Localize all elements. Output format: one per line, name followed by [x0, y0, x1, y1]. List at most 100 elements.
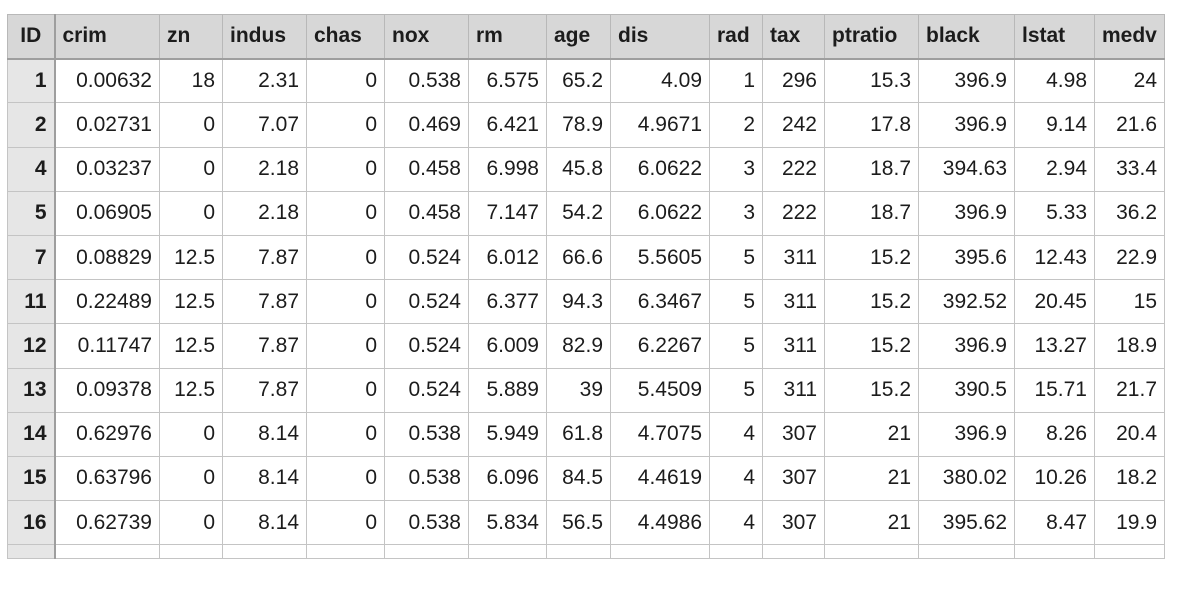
- table-cell-zn[interactable]: 0: [159, 190, 223, 236]
- table-cell-age[interactable]: 45.8: [546, 146, 611, 192]
- table-cell-indus[interactable]: 7.87: [222, 279, 307, 325]
- table-cell-lstat[interactable]: 5.33: [1014, 190, 1095, 236]
- table-cell-crim[interactable]: 0.03237: [54, 146, 160, 192]
- table-cell-zn[interactable]: 0: [159, 455, 223, 502]
- table-cell-zn[interactable]: 18: [159, 58, 223, 104]
- table-cell-ptratio[interactable]: 21: [824, 500, 919, 546]
- table-row[interactable]: 1 0.00632 18 2.31 0 0.538 6.575 65.2 4.09 1 296 15.…: [7, 58, 1165, 104]
- table-cell-ptratio[interactable]: 15.2: [824, 234, 919, 281]
- table-cell-crim[interactable]: 0.00632: [54, 58, 160, 104]
- table-cell-nox[interactable]: 0.458: [384, 146, 469, 192]
- table-cell-black[interactable]: 390.5: [918, 367, 1015, 413]
- row-id-cell[interactable]: 16: [7, 500, 56, 546]
- table-cell-medv[interactable]: 18.9: [1094, 323, 1165, 369]
- table-cell-nox[interactable]: 0.524: [384, 323, 469, 369]
- row-id-cell[interactable]: 11: [7, 279, 56, 325]
- table-cell-chas[interactable]: 0: [306, 411, 385, 457]
- table-row[interactable]: 16 0.62739 0 8.14 0 0.538 5.834 56.5 4.4986 4 307 2…: [7, 500, 1165, 546]
- table-cell-tax[interactable]: 311: [762, 367, 825, 413]
- table-cell-dis[interactable]: 6.2267: [610, 323, 710, 369]
- table-cell-nox[interactable]: 0.524: [384, 367, 469, 413]
- table-cell-black[interactable]: 380.02: [918, 455, 1015, 502]
- table-cell-nox[interactable]: 0.458: [384, 190, 469, 236]
- table-cell-lstat[interactable]: 20.45: [1014, 279, 1095, 325]
- table-cell-lstat[interactable]: 15.71: [1014, 367, 1095, 413]
- table-row[interactable]: 13 0.09378 12.5 7.87 0 0.524 5.889 39 5.4509 5 311…: [7, 367, 1165, 413]
- table-cell-rad[interactable]: 4: [709, 455, 763, 502]
- table-cell-tax[interactable]: 311: [762, 234, 825, 281]
- table-cell-rm[interactable]: 6.096: [468, 455, 547, 502]
- table-cell-black[interactable]: 396.9: [918, 190, 1015, 236]
- table-cell-black[interactable]: 392.52: [918, 279, 1015, 325]
- table-cell-ptratio[interactable]: 15.2: [824, 279, 919, 325]
- table-cell-age[interactable]: 84.5: [546, 455, 611, 502]
- table-cell-nox[interactable]: 0.538: [384, 411, 469, 457]
- table-cell-tax[interactable]: 307: [762, 411, 825, 457]
- table-cell-chas[interactable]: 0: [306, 234, 385, 281]
- table-cell-medv[interactable]: 20.4: [1094, 411, 1165, 457]
- table-cell-zn[interactable]: 0: [159, 146, 223, 192]
- table-cell-ptratio[interactable]: 21: [824, 411, 919, 457]
- table-cell-rad[interactable]: 2: [709, 102, 763, 148]
- table-cell-nox[interactable]: 0.538: [384, 500, 469, 546]
- table-cell-age[interactable]: 66.6: [546, 234, 611, 281]
- table-cell-tax[interactable]: 307: [762, 455, 825, 502]
- table-cell-rad[interactable]: 5: [709, 234, 763, 281]
- table-cell-lstat[interactable]: 13.27: [1014, 323, 1095, 369]
- table-cell-tax[interactable]: 311: [762, 279, 825, 325]
- table-cell-medv[interactable]: 21.6: [1094, 102, 1165, 148]
- table-cell-black[interactable]: 396.9: [918, 58, 1015, 104]
- table-cell-ptratio[interactable]: 15.2: [824, 323, 919, 369]
- table-cell-zn[interactable]: 12.5: [159, 279, 223, 325]
- table-cell-ptratio[interactable]: 15.3: [824, 58, 919, 104]
- table-cell-rm[interactable]: 6.421: [468, 102, 547, 148]
- table-cell-crim[interactable]: 0.11747: [54, 323, 160, 369]
- table-cell-tax[interactable]: 222: [762, 190, 825, 236]
- table-cell-nox[interactable]: 0.538: [384, 455, 469, 502]
- table-cell-chas[interactable]: 0: [306, 279, 385, 325]
- table-cell-rad[interactable]: 3: [709, 146, 763, 192]
- table-cell-lstat[interactable]: 4.98: [1014, 58, 1095, 104]
- table-cell-dis[interactable]: 6.0622: [610, 146, 710, 192]
- table-cell-age[interactable]: 61.8: [546, 411, 611, 457]
- column-header-rad[interactable]: rad: [709, 13, 763, 60]
- table-cell-indus[interactable]: 8.14: [222, 411, 307, 457]
- table-cell-dis[interactable]: 5.4509: [610, 367, 710, 413]
- table-cell-age[interactable]: 65.2: [546, 58, 611, 104]
- table-cell-zn[interactable]: 0: [159, 102, 223, 148]
- table-cell-rm[interactable]: 6.575: [468, 58, 547, 104]
- table-cell-dis[interactable]: 5.5605: [610, 234, 710, 281]
- table-cell-black[interactable]: 394.63: [918, 146, 1015, 192]
- column-header-medv[interactable]: medv: [1094, 13, 1165, 60]
- table-cell-zn[interactable]: 12.5: [159, 367, 223, 413]
- row-id-cell[interactable]: 7: [7, 234, 56, 281]
- table-cell-medv[interactable]: 18.2: [1094, 455, 1165, 502]
- table-cell-medv[interactable]: 22.9: [1094, 234, 1165, 281]
- table-cell-indus[interactable]: 7.87: [222, 323, 307, 369]
- table-cell-chas[interactable]: 0: [306, 323, 385, 369]
- table-cell-dis[interactable]: 4.7075: [610, 411, 710, 457]
- table-cell-crim[interactable]: 0.08829: [54, 234, 160, 281]
- row-id-cell[interactable]: 13: [7, 367, 56, 413]
- table-cell-black[interactable]: 396.9: [918, 102, 1015, 148]
- column-header-ptratio[interactable]: ptratio: [824, 13, 919, 60]
- table-cell-medv[interactable]: 15: [1094, 279, 1165, 325]
- table-cell-zn[interactable]: 0: [159, 411, 223, 457]
- column-header-dis[interactable]: dis: [610, 13, 710, 60]
- table-cell-chas[interactable]: 0: [306, 500, 385, 546]
- table-cell-zn[interactable]: 12.5: [159, 234, 223, 281]
- table-cell-lstat[interactable]: 9.14: [1014, 102, 1095, 148]
- table-cell-rm[interactable]: 5.889: [468, 367, 547, 413]
- table-cell-dis[interactable]: 6.0622: [610, 190, 710, 236]
- table-cell-lstat[interactable]: 10.26: [1014, 455, 1095, 502]
- table-cell-crim[interactable]: 0.62976: [54, 411, 160, 457]
- table-cell-crim[interactable]: 0.22489: [54, 279, 160, 325]
- table-row[interactable]: 15 0.63796 0 8.14 0 0.538 6.096 84.5 4.4619 4 307 2…: [7, 455, 1165, 502]
- table-cell-age[interactable]: 82.9: [546, 323, 611, 369]
- column-header-crim[interactable]: crim: [54, 13, 160, 60]
- table-cell-ptratio[interactable]: 21: [824, 455, 919, 502]
- table-cell-medv[interactable]: 24: [1094, 58, 1165, 104]
- table-cell-rm[interactable]: 5.949: [468, 411, 547, 457]
- column-header-zn[interactable]: zn: [159, 13, 223, 60]
- column-header-indus[interactable]: indus: [222, 13, 307, 60]
